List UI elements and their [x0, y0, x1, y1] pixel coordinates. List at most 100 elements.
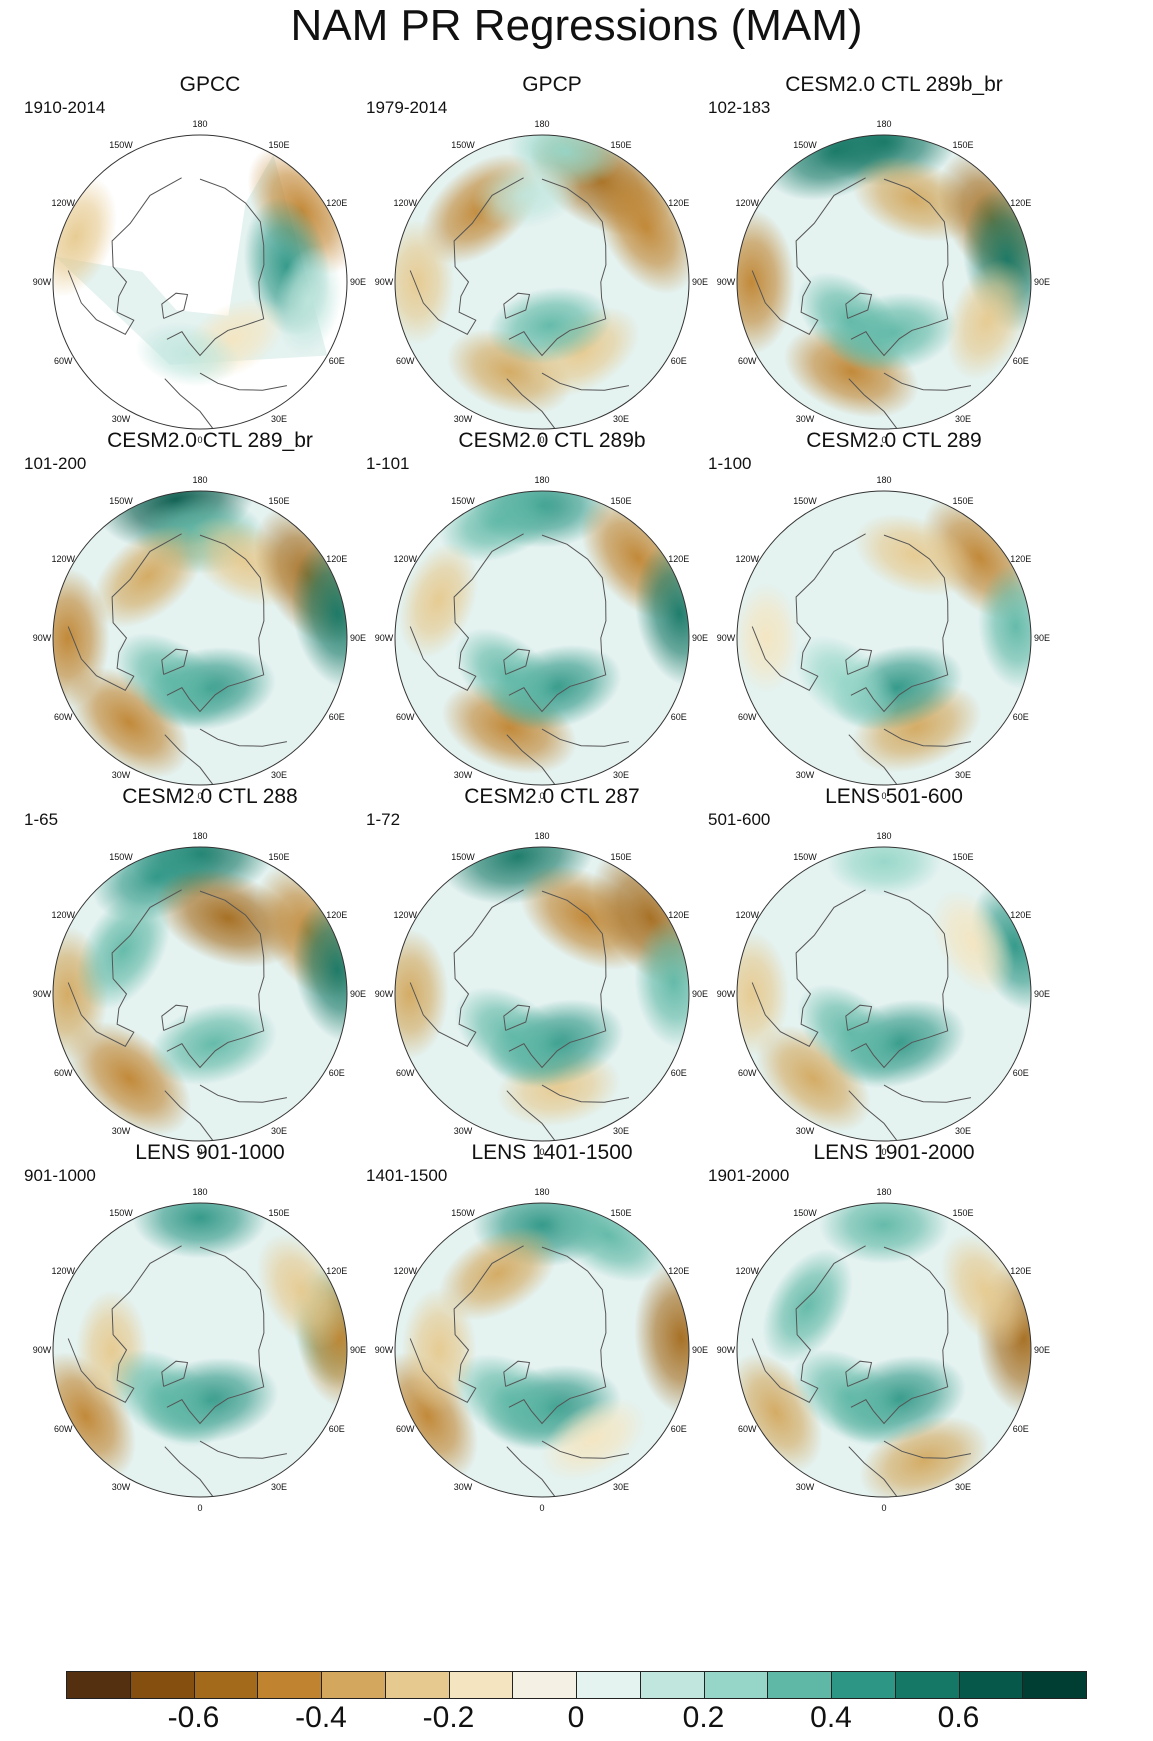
longitude-label: 90W — [33, 1345, 52, 1355]
page-title: NAM PR Regressions (MAM) — [290, 1, 863, 50]
globe-outline — [736, 490, 1032, 786]
longitude-label: 60E — [671, 356, 687, 366]
coastline — [161, 648, 189, 675]
longitude-label: 60E — [671, 712, 687, 722]
longitude-label: 150W — [793, 1208, 817, 1218]
longitude-label: 150W — [109, 496, 133, 506]
polar-map: 180 150E 120E 90E 60E 30E 0 30W 60W 90W 120W 150W — [717, 831, 1050, 1157]
longitude-label: 90W — [375, 277, 394, 287]
longitude-label: 180 — [876, 475, 891, 485]
coastline — [503, 1004, 531, 1031]
longitude-label: 120E — [1010, 198, 1031, 208]
longitude-label: 180 — [192, 119, 207, 129]
coastline — [199, 1440, 287, 1459]
map-panel: LENS 1401-1500 1401-1500 180 150E 120E 90E 60E… — [362, 1140, 722, 1535]
longitude-label: 30W — [112, 770, 131, 780]
longitude-label: 30E — [271, 1482, 287, 1492]
coastline — [67, 177, 182, 335]
longitude-label: 90E — [350, 989, 366, 999]
longitude-label: 30W — [454, 1126, 473, 1136]
colorbar — [66, 1671, 1087, 1699]
coastline — [199, 728, 287, 747]
panel-period: 1-72 — [366, 810, 401, 829]
panel-title: CESM2.0 CTL 289_br — [107, 429, 313, 452]
polar-map: 180 150E 120E 90E 60E 30E 0 30W 60W 90W 120W 150W — [717, 1187, 1050, 1513]
longitude-label: 30E — [271, 414, 287, 424]
panel-period: 101-200 — [24, 454, 87, 473]
longitude-label: 0 — [197, 435, 202, 445]
longitude-label: 60E — [671, 1068, 687, 1078]
map-panel: LENS 1901-2000 1901-2000 180 150E 120E 90E 60E… — [704, 1140, 1064, 1535]
panel-title: CESM2.0 CTL 287 — [464, 785, 640, 808]
longitude-label: 180 — [192, 831, 207, 841]
longitude-label: 60W — [54, 356, 73, 366]
colorbar-swatch — [958, 1671, 1024, 1699]
longitude-label: 90W — [33, 989, 52, 999]
longitude-label: 30E — [955, 1126, 971, 1136]
anomaly-blob — [114, 632, 226, 728]
coastline — [541, 728, 629, 747]
coastline — [751, 1245, 866, 1403]
coastline — [199, 372, 287, 391]
longitude-label: 90E — [1034, 633, 1050, 643]
longitude-label: 30W — [112, 1126, 131, 1136]
longitude-label: 30E — [613, 414, 629, 424]
longitude-label: 30E — [613, 1482, 629, 1492]
map-panel: CESM2.0 CTL 288 1-65 180 150E 120E 90E 60E 30E 0… — [20, 784, 380, 1179]
coastline — [508, 1246, 607, 1425]
colorbar-tick-label: 0.4 — [810, 1701, 852, 1734]
coastline — [508, 178, 607, 357]
longitude-label: 90W — [33, 633, 52, 643]
colorbar-swatch — [831, 1671, 896, 1699]
anomaly-blob — [472, 161, 582, 229]
longitude-label: 60W — [738, 1068, 757, 1078]
longitude-label: 120W — [735, 554, 759, 564]
coastline — [409, 889, 524, 1047]
coastline — [883, 1084, 971, 1103]
globe-outline — [394, 1202, 690, 1498]
anomaly-blob — [634, 1260, 689, 1416]
anomaly-blob — [762, 1248, 853, 1364]
colorbar-swatch — [703, 1671, 769, 1699]
globe-outline — [736, 1202, 1032, 1498]
anomaly-blob — [454, 987, 571, 1086]
longitude-label: 0 — [881, 1503, 886, 1513]
longitude-label: 30W — [796, 414, 815, 424]
longitude-label: 120E — [668, 910, 689, 920]
panel-title: LENS 1401-1500 — [471, 1141, 633, 1164]
longitude-label: 0 — [881, 791, 886, 801]
globe-outline — [52, 134, 348, 430]
panel-title: LENS 1901-2000 — [813, 1141, 975, 1164]
map-panel: GPCC 1910-2014 180 150E 120E 90E 60E 30E 0 30W 60W… — [20, 72, 380, 467]
longitude-label: 60W — [396, 1068, 415, 1078]
anomaly-blob — [135, 322, 240, 387]
globe-outline — [52, 490, 348, 786]
polar-map: 180 150E 120E 90E 60E 30E 0 30W 60W 90W 120W 150W — [33, 475, 366, 801]
map-panel: LENS 501-600 501-600 180 150E 120E 90E 60E 30E 0… — [704, 784, 1064, 1179]
longitude-label: 120W — [393, 910, 417, 920]
longitude-label: 150W — [451, 140, 475, 150]
longitude-label: 120E — [326, 1266, 347, 1276]
polar-map: 180 150E 120E 90E 60E 30E 0 30W 60W 90W 120W 150W — [33, 119, 366, 445]
longitude-label: 120E — [326, 910, 347, 920]
map-panel: LENS 901-1000 901-1000 180 150E 120E 90E 60E 30… — [20, 1140, 380, 1535]
coastline — [164, 734, 214, 785]
longitude-label: 120E — [1010, 910, 1031, 920]
coastline — [67, 533, 182, 691]
coastline — [166, 178, 265, 357]
longitude-label: 60W — [738, 712, 757, 722]
colorbar-swatch — [767, 1671, 832, 1699]
longitude-label: 30E — [613, 770, 629, 780]
anomaly-blob — [398, 542, 478, 659]
longitude-label: 120W — [51, 198, 75, 208]
colorbar-tick-label: -0.6 — [167, 1701, 220, 1734]
panel-title: CESM2.0 CTL 289b_br — [785, 73, 1003, 96]
polar-map: 180 150E 120E 90E 60E 30E 0 30W 60W 90W 120W 150W — [375, 831, 708, 1157]
anomaly-blob — [792, 1349, 909, 1448]
anomaly-blob — [453, 1354, 573, 1448]
colorbar-swatch — [193, 1671, 259, 1699]
coastline — [850, 890, 949, 1069]
polar-map: 180 150E 120E 90E 60E 30E 0 30W 60W 90W 120W 150W — [375, 119, 708, 445]
longitude-label: 120E — [668, 1266, 689, 1276]
globe-outline — [736, 134, 1032, 430]
